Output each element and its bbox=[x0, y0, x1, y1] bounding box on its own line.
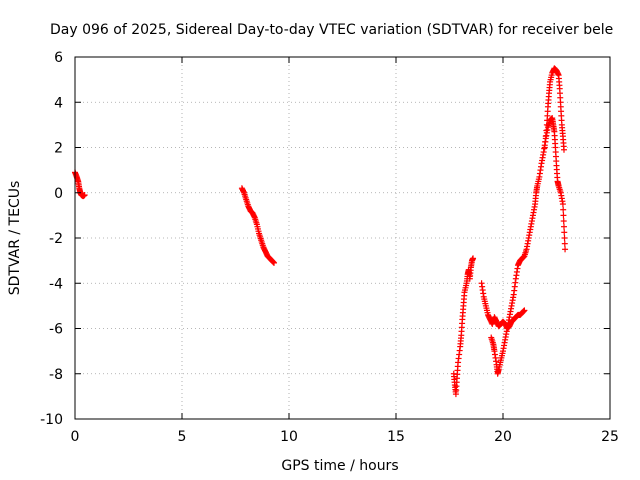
y-tick-label: 2 bbox=[54, 141, 63, 157]
data-point bbox=[562, 246, 569, 253]
y-tick-label: -2 bbox=[49, 231, 63, 247]
data-point bbox=[561, 235, 568, 241]
y-tick-label: 6 bbox=[54, 50, 63, 66]
y-tick-label: 0 bbox=[54, 186, 63, 202]
x-tick-label: 5 bbox=[178, 429, 187, 445]
grid-lines bbox=[75, 57, 610, 419]
data-point bbox=[521, 307, 528, 314]
axis-ticks: 0 5 10 15 20 25 -10 -8 -6 -4 -2 0 2 4 6 bbox=[40, 50, 619, 445]
data-point bbox=[542, 133, 549, 140]
y-axis-label: SDTVAR / TECUs bbox=[7, 181, 23, 296]
data-point bbox=[560, 146, 567, 153]
x-tick-label: 10 bbox=[280, 429, 298, 445]
x-tick-label: 0 bbox=[71, 429, 80, 445]
y-tick-label: -6 bbox=[49, 322, 63, 338]
data-point bbox=[561, 229, 568, 236]
x-tick-label: 15 bbox=[387, 429, 405, 445]
x-tick-label: 25 bbox=[601, 429, 619, 445]
data-point bbox=[559, 201, 566, 208]
data-point bbox=[560, 206, 567, 213]
data-series bbox=[72, 65, 569, 398]
data-point bbox=[470, 255, 477, 262]
y-tick-label: 4 bbox=[54, 95, 63, 111]
x-axis-label: GPS time / hours bbox=[281, 458, 398, 474]
data-point bbox=[560, 223, 567, 230]
data-point bbox=[542, 138, 549, 145]
chart-title: Day 096 of 2025, Sidereal Day-to-day VTE… bbox=[50, 22, 613, 38]
data-point bbox=[561, 240, 568, 247]
data-point bbox=[541, 144, 548, 151]
data-point bbox=[560, 212, 567, 219]
data-point bbox=[560, 218, 567, 225]
y-tick-label: -4 bbox=[49, 276, 63, 292]
x-tick-label: 20 bbox=[494, 429, 512, 445]
y-tick-label: -10 bbox=[40, 412, 63, 428]
data-point bbox=[543, 127, 550, 134]
y-tick-label: -8 bbox=[49, 367, 63, 383]
data-point bbox=[81, 192, 88, 199]
data-point bbox=[271, 259, 278, 266]
